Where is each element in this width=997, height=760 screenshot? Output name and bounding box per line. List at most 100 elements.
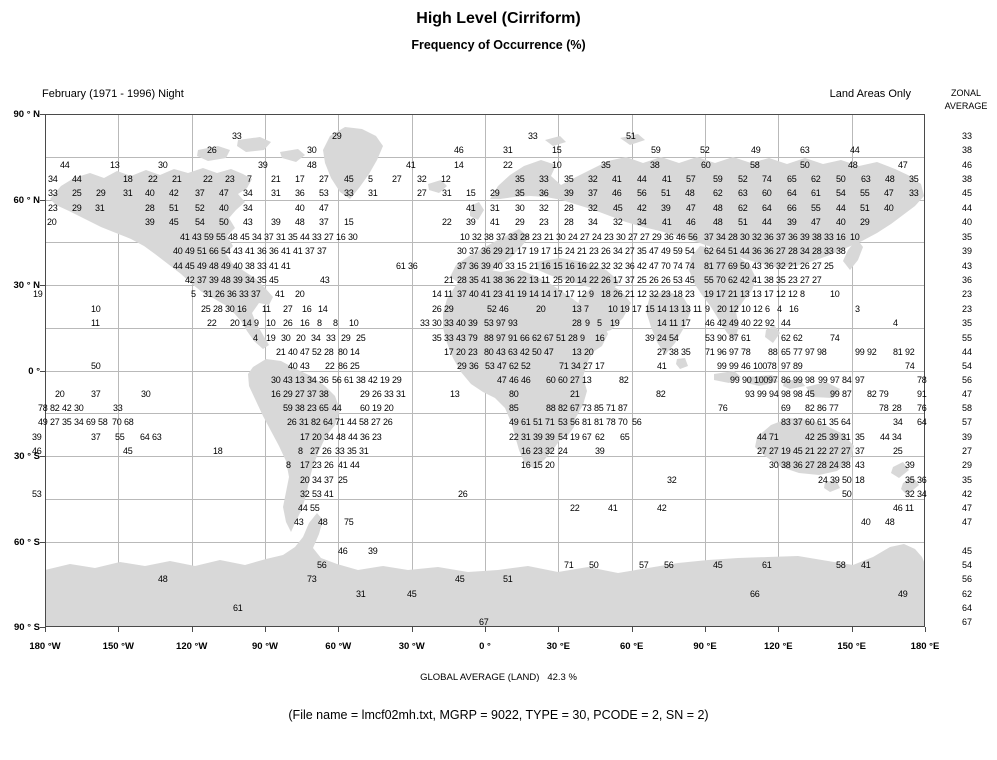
map-value: 53 xyxy=(558,417,568,427)
map-value: 27 xyxy=(625,246,635,256)
map-value: 14 xyxy=(657,304,667,314)
map-value: 32 xyxy=(539,203,549,213)
map-value: 65 xyxy=(319,403,329,413)
map-value: 82 xyxy=(50,403,60,413)
map-value: 34 xyxy=(716,232,726,242)
map-value: 80 xyxy=(338,347,348,357)
zonal-value: 35 xyxy=(961,318,972,328)
map-value: 29 xyxy=(515,217,525,227)
map-value: 41 xyxy=(662,217,672,227)
lon-label: 150 °E xyxy=(837,641,866,652)
map-value: 26 xyxy=(215,289,225,299)
map-value: 27 xyxy=(324,232,334,242)
map-value: 52 xyxy=(487,304,497,314)
map-value: 19 xyxy=(517,289,527,299)
map-value: 44 xyxy=(850,145,860,155)
map-value: 74 xyxy=(905,361,915,371)
map-value: 49 xyxy=(221,261,231,271)
map-value: 33 xyxy=(113,403,123,413)
map-value: 31 xyxy=(356,589,366,599)
map-value: 20 xyxy=(230,318,240,328)
map-value: 52 xyxy=(195,203,205,213)
map-value: 99 xyxy=(757,389,767,399)
map-value: 21 xyxy=(276,347,286,357)
map-value: 25 xyxy=(817,432,827,442)
grid-line-horizontal xyxy=(45,199,925,201)
map-value: 16 xyxy=(521,460,531,470)
map-value: 41 xyxy=(338,460,348,470)
map-value: 27 xyxy=(417,188,427,198)
lon-tick xyxy=(558,627,560,632)
map-value: 45 xyxy=(685,275,695,285)
zonal-value: 40 xyxy=(961,217,972,227)
map-value: 30 xyxy=(556,232,566,242)
map-value: 42 xyxy=(805,432,815,442)
map-value: 30 xyxy=(432,318,442,328)
map-value: 48 xyxy=(885,517,895,527)
map-value: 16 xyxy=(541,261,551,271)
map-value: 9 xyxy=(580,333,585,343)
map-value: 27 xyxy=(657,347,667,357)
file-info-label: (File name = lmcf02mh.txt, MGRP = 9022, … xyxy=(288,708,709,722)
map-value: 91 xyxy=(917,389,927,399)
map-value: 37 xyxy=(195,188,205,198)
map-value: 31 xyxy=(396,389,406,399)
map-value: 66 xyxy=(520,333,530,343)
map-value: 35 xyxy=(515,174,525,184)
map-value: 15 xyxy=(553,246,563,256)
map-value: 32 xyxy=(545,446,555,456)
map-value: 37 xyxy=(588,188,598,198)
map-value: 36 xyxy=(269,246,279,256)
map-value: 59 xyxy=(204,232,214,242)
map-value: 36 xyxy=(227,289,237,299)
map-value: 36 xyxy=(793,460,803,470)
map-value: 48 xyxy=(336,432,346,442)
zonal-value: 45 xyxy=(961,188,972,198)
map-value: 62 xyxy=(811,174,821,184)
map-value: 17 xyxy=(764,289,774,299)
map-value: 43 xyxy=(320,275,330,285)
map-value: 65 xyxy=(781,347,791,357)
map-value: 43 xyxy=(456,333,466,343)
map-value: 13 xyxy=(572,304,582,314)
map-value: 39 xyxy=(564,188,574,198)
map-value: 45 xyxy=(344,174,354,184)
map-value: 11 xyxy=(669,318,678,328)
map-value: 21 xyxy=(577,246,587,256)
map-value: 60 xyxy=(762,188,772,198)
map-value: 44 xyxy=(880,432,890,442)
map-value: 55 xyxy=(216,232,226,242)
map-value: 23 xyxy=(788,275,798,285)
map-value: 77 xyxy=(829,403,839,413)
zonal-average-header: ZONAL AVERAGE xyxy=(936,87,996,113)
lon-label: 30 °E xyxy=(546,641,570,652)
zonal-value: 27 xyxy=(961,446,972,456)
map-value: 63 xyxy=(738,188,748,198)
map-value: 17 xyxy=(517,246,527,256)
map-value: 39 xyxy=(258,160,268,170)
map-value: 41 xyxy=(180,232,190,242)
map-value: 34 xyxy=(307,375,317,385)
map-value: 70 xyxy=(661,261,671,271)
map-value: 51 xyxy=(169,203,179,213)
map-value: 53 xyxy=(319,188,329,198)
map-value: 64 xyxy=(716,246,726,256)
map-value: 40 xyxy=(836,217,846,227)
map-value: 37 xyxy=(625,275,635,285)
map-value: 11 xyxy=(91,318,100,328)
map-value: 27 xyxy=(310,446,320,456)
zonal-value: 57 xyxy=(961,417,972,427)
map-value: 62 xyxy=(532,333,542,343)
map-value: 33 xyxy=(539,174,549,184)
map-value: 33 xyxy=(420,318,430,328)
map-value: 62 xyxy=(704,246,714,256)
map-value: 40 xyxy=(884,203,894,213)
map-value: 33 xyxy=(344,188,354,198)
map-value: 46 xyxy=(686,217,696,227)
map-value: 40 xyxy=(493,261,503,271)
map-value: 10 xyxy=(349,318,359,328)
map-value: 27 xyxy=(570,375,580,385)
map-value: 25 xyxy=(553,275,563,285)
map-value: 41 xyxy=(281,261,291,271)
